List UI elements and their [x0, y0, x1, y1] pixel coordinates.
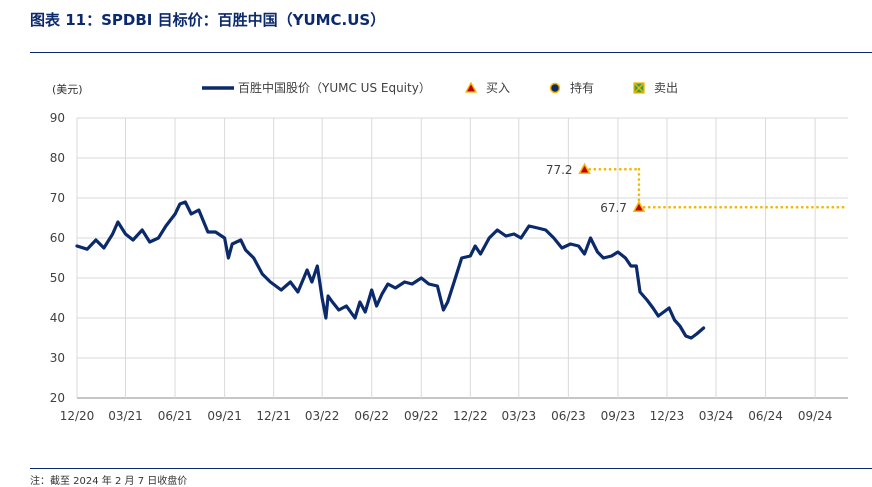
target-price-label: 77.2: [546, 163, 573, 177]
x-tick-label: 09/22: [404, 409, 439, 423]
legend-label: 卖出: [654, 81, 678, 95]
buy-marker: [578, 162, 591, 174]
y-tick-label: 70: [50, 191, 65, 205]
x-tick-label: 06/21: [158, 409, 193, 423]
y-axis-label: (美元): [52, 83, 83, 96]
note-rule: [30, 468, 872, 469]
x-tick-label: 09/21: [207, 409, 242, 423]
x-tick-label: 06/23: [551, 409, 586, 423]
legend-label: 持有: [570, 80, 594, 95]
legend: 百胜中国股价（YUMC US Equity） 买入 持有 卖出: [202, 80, 678, 95]
x-tick-label: 12/21: [256, 409, 291, 423]
x-tick-label: 12/22: [453, 409, 488, 423]
legend-sell-cross: [634, 83, 644, 93]
footnote: 注：截至 2024 年 2 月 7 日收盘价: [30, 476, 188, 487]
legend-buy-swatch: [464, 81, 478, 93]
gridlines: [76, 117, 848, 399]
x-tick-label: 06/22: [354, 409, 389, 423]
target-price-label: 67.7: [600, 201, 627, 215]
legend-label: 买入: [486, 81, 510, 95]
legend-hold-swatch: [549, 82, 561, 94]
x-axis-ticks: 12/20 03/21 06/21 09/21 12/21 03/22 06/22 09/22…: [60, 409, 833, 423]
x-tick-label: 03/21: [108, 409, 143, 423]
x-tick-label: 03/24: [699, 409, 734, 423]
title-rule: [30, 52, 872, 53]
x-tick-label: 09/23: [601, 409, 636, 423]
rating-markers: 77.2 67.7: [546, 162, 646, 215]
x-tick-label: 09/24: [798, 409, 833, 423]
x-tick-label: 06/24: [748, 409, 783, 423]
y-tick-label: 30: [50, 351, 65, 365]
y-tick-label: 50: [50, 271, 65, 285]
y-tick-label: 80: [50, 151, 65, 165]
y-tick-label: 90: [50, 111, 65, 125]
y-axis-ticks: 20 30 40 50 60 70 80 90: [50, 111, 65, 405]
y-tick-label: 60: [50, 231, 65, 245]
figure-title: 图表 11：SPDBI 目标价：百胜中国（YUMC.US）: [30, 11, 386, 29]
price-series: [75, 200, 706, 340]
x-tick-label: 12/20: [60, 409, 95, 423]
x-tick-label: 03/23: [502, 409, 537, 423]
price-line: [75, 200, 706, 340]
buy-marker: [632, 200, 646, 212]
x-tick-label: 12/23: [650, 409, 685, 423]
y-tick-label: 20: [50, 391, 65, 405]
x-tick-label: 03/22: [305, 409, 340, 423]
legend-label: 百胜中国股价（YUMC US Equity）: [238, 80, 431, 95]
y-tick-label: 40: [50, 311, 65, 325]
